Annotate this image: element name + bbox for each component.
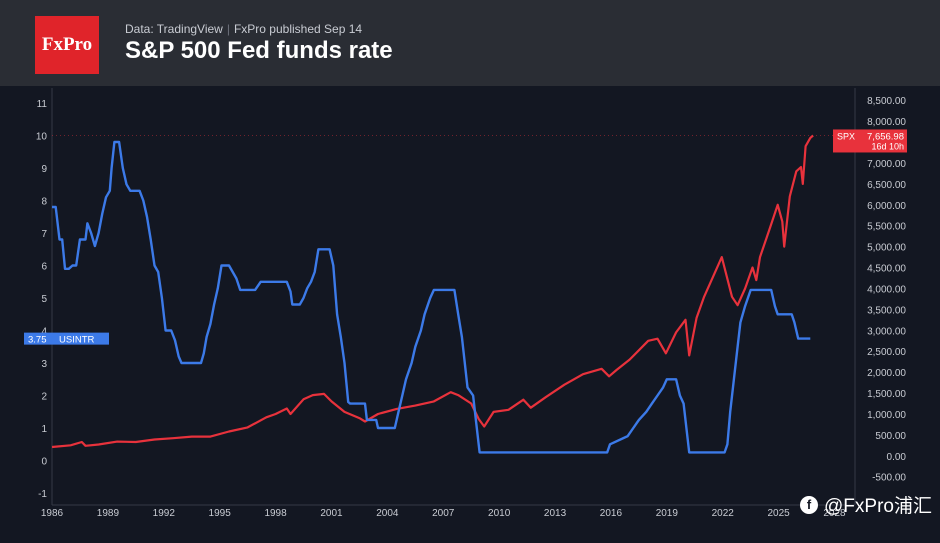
- x-axis-tick-label: 2025: [767, 508, 790, 519]
- usintr-value-tag: [24, 332, 109, 345]
- chart-area: -1 0 1 2 3 4 5 6 7 8 9 10 11 -500.00 0.00 500.00 1,000.…: [0, 86, 940, 538]
- right-axis-tick-label: 4,000.00: [867, 284, 906, 295]
- x-axis-tick-label: 1989: [97, 508, 120, 519]
- right-axis-tick-label: 6,500.00: [867, 180, 906, 191]
- right-axis-tick-label: 5,000.00: [867, 243, 906, 254]
- x-axis-tick-label: 2022: [712, 508, 735, 519]
- usintr-series-name: USINTR: [59, 335, 95, 346]
- right-axis-tick-label: 7,000.00: [867, 159, 906, 170]
- left-axis-tick-label: 0: [41, 457, 47, 468]
- left-axis-tick-label: 8: [41, 197, 47, 208]
- left-axis-tick-label: 3: [41, 359, 47, 370]
- publish-meta: Data: TradingView | FxPro published Sep 14: [125, 22, 362, 36]
- right-axis-tick-label: 5,500.00: [867, 222, 906, 233]
- right-axis-tick-label: 6,000.00: [867, 201, 906, 212]
- right-axis-tick-label: 0.00: [887, 452, 907, 463]
- watermark: f @FxPro浦汇: [800, 491, 932, 518]
- left-axis-tick-label: 9: [41, 164, 47, 175]
- spx-value-tag: [833, 129, 907, 153]
- data-source: Data: TradingView: [125, 22, 223, 36]
- right-axis-tick-label: 3,000.00: [867, 326, 906, 337]
- x-axis-tick-label: 1998: [264, 508, 287, 519]
- spx-line: [51, 134, 814, 449]
- right-axis-tick-label: 4,500.00: [867, 264, 906, 275]
- x-axis-tick-label: 1986: [41, 508, 64, 519]
- right-axis-tick-label: 1,500.00: [867, 389, 906, 400]
- left-axis-tick-label: 11: [37, 99, 48, 110]
- left-axis-tick-label: 2: [41, 392, 47, 403]
- left-axis-tick-label: 1: [41, 424, 47, 435]
- right-axis-tick-label: 500.00: [875, 431, 906, 442]
- watermark-text: @FxPro浦汇: [824, 496, 932, 517]
- right-axis-tick-label: 2,500.00: [867, 347, 906, 358]
- left-axis-tick-label: 5: [41, 294, 47, 305]
- right-axis-tick-label: 3,500.00: [867, 305, 906, 316]
- x-axis-tick-label: 1995: [209, 508, 232, 519]
- spx-countdown-label: 16d 10h: [871, 141, 904, 151]
- published-info: FxPro published Sep 14: [233, 22, 363, 36]
- left-axis-tick-label: 7: [41, 229, 47, 240]
- wechat-icon: f: [800, 495, 818, 514]
- x-axis-tick-label: 2016: [600, 508, 623, 519]
- right-axis-tick-label: 1,000.00: [867, 410, 906, 421]
- usintr-line: [52, 140, 811, 454]
- chart-title: S&P 500 Fed funds rate: [125, 37, 393, 64]
- x-axis-tick-label: 2001: [320, 508, 343, 519]
- x-axis-tick-label: 2010: [488, 508, 511, 519]
- meta-separator: |: [226, 22, 230, 36]
- x-axis-tick-label: 2028: [823, 508, 846, 519]
- x-axis-tick-label: 2004: [376, 508, 399, 519]
- right-axis-tick-label: 2,000.00: [867, 368, 906, 379]
- x-axis-tick-label: 2013: [544, 508, 567, 519]
- fxpro-logo: FxPro: [35, 16, 99, 74]
- spx-series-name: SPX: [837, 131, 855, 141]
- left-axis-tick-label: -1: [38, 489, 47, 500]
- left-axis-tick-label: 4: [41, 327, 47, 338]
- left-axis-tick-label: 10: [36, 132, 48, 143]
- right-axis-tick-label: 8,000.00: [867, 117, 906, 128]
- x-axis-tick-label: 2007: [432, 508, 455, 519]
- x-axis-tick-label: 2019: [656, 508, 679, 519]
- left-axis-tick-label: 6: [41, 262, 47, 273]
- usintr-value-label: 3.75: [28, 335, 47, 346]
- header: FxPro Data: TradingView | FxPro published …: [0, 0, 940, 86]
- spx-value-label: 7,656.98: [867, 131, 904, 142]
- x-axis-tick-label: 1992: [153, 508, 176, 519]
- right-axis-tick-label: 8,500.00: [867, 96, 906, 107]
- chart-svg: -1 0 1 2 3 4 5 6 7 8 9 10 11 -500.00 0.00 500.00 1,000.…: [24, 88, 907, 519]
- right-axis-tick-label: -500.00: [872, 473, 906, 484]
